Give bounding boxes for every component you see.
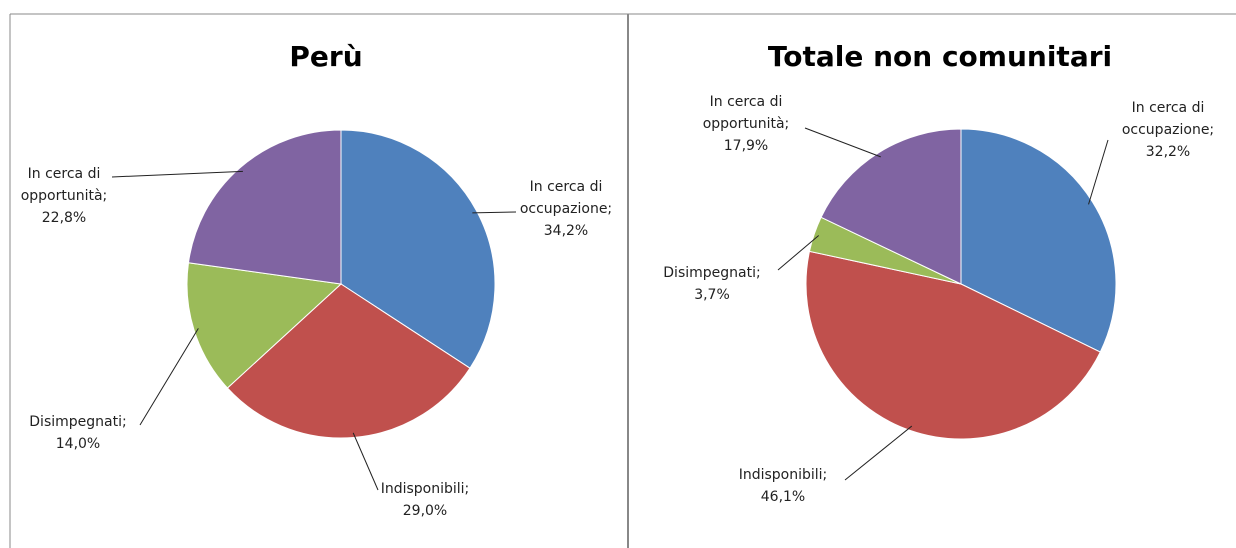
data-label: In cerca di occupazione; 32,2% (1112, 97, 1224, 163)
leader-line (777, 235, 820, 271)
value-label: 14,0% (55, 436, 101, 452)
value-label: 32,2% (1145, 144, 1191, 160)
leader-line (111, 170, 243, 178)
leader-line (139, 328, 199, 426)
category-label: Disimpegnati; (663, 265, 761, 281)
pie-slice (187, 129, 342, 285)
data-label: Indisponibili; 46,1% (727, 464, 839, 508)
leader-line (1088, 139, 1109, 205)
leader-line (352, 432, 379, 491)
chart-title: Perù (289, 40, 363, 73)
pie-slice (186, 262, 343, 389)
data-label: In cerca di occupazione; 34,2% (510, 176, 622, 242)
category-label: In cerca di opportunità; (20, 166, 108, 204)
value-label: 17,9% (723, 138, 769, 154)
value-label: 3,7% (694, 287, 730, 303)
leader-line (804, 127, 881, 158)
value-label: 34,2% (543, 223, 589, 239)
leader-line (844, 425, 913, 481)
pie-slice (960, 128, 1117, 353)
category-label: In cerca di occupazione; (519, 179, 613, 217)
value-label: 46,1% (760, 489, 806, 505)
data-label: Indisponibili; 29,0% (369, 478, 481, 522)
data-label: Disimpegnati; 14,0% (22, 411, 134, 455)
pie-slice (805, 250, 1101, 440)
leader-line (472, 211, 517, 214)
category-label: In cerca di opportunità; (702, 94, 790, 132)
data-label: Disimpegnati; 3,7% (656, 262, 768, 306)
value-label: 29,0% (402, 503, 448, 519)
value-label: 22,8% (41, 210, 87, 226)
data-label: In cerca di opportunità; 22,8% (8, 163, 120, 229)
category-label: In cerca di occupazione; (1121, 100, 1215, 138)
category-label: Indisponibili; (380, 481, 470, 497)
chart-title: Totale non comunitari (767, 40, 1113, 73)
pie-slice (820, 128, 962, 285)
data-label: In cerca di opportunità; 17,9% (690, 91, 802, 157)
pie-slice (226, 283, 471, 439)
category-label: Indisponibili; (738, 467, 828, 483)
category-label: Disimpegnati; (29, 414, 127, 430)
